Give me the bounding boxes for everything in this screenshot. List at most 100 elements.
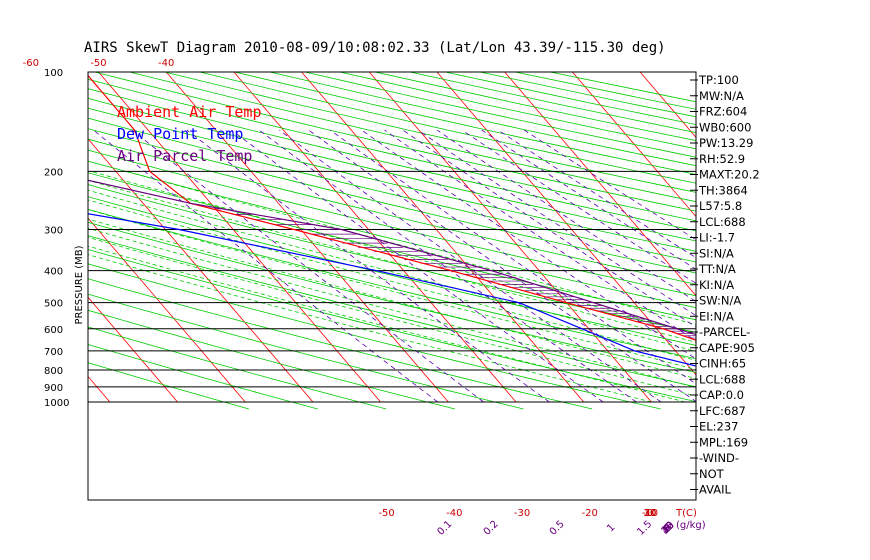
index-label: LI:-1.7 <box>699 231 735 245</box>
index-label: CAPE:905 <box>699 341 755 355</box>
mixing-ratio-line <box>497 129 696 259</box>
bottom-temp-tick: 10 <box>644 508 657 519</box>
bottom-temp-tick: 30 <box>644 508 657 519</box>
pressure-tick: 600 <box>44 325 63 336</box>
dry-adiabat <box>88 97 696 242</box>
dry-adiabat <box>88 78 696 222</box>
dry-adiabat <box>129 72 696 203</box>
dry-adiabat <box>88 172 696 321</box>
dry-adiabat <box>88 88 696 232</box>
index-label: LFC:687 <box>699 404 746 418</box>
moist-adiabat <box>125 170 696 326</box>
isotherm-line <box>572 72 696 218</box>
dew-point-templine <box>88 213 696 367</box>
index-label: LCL:688 <box>699 215 746 229</box>
dry-adiabat <box>88 149 696 297</box>
dry-adiabat <box>88 309 455 410</box>
isotherm-line <box>165 72 449 403</box>
index-label: MPL:169 <box>699 435 748 449</box>
mixing-ratio-tick: 0.1 <box>436 519 455 538</box>
pressure-tick: 800 <box>44 366 63 377</box>
mixing-ratio-line <box>279 129 662 403</box>
dry-adiabat <box>88 117 696 263</box>
mixing-ratio-line <box>402 129 696 328</box>
top-temperature-ticks: -120-110-100-90-80-70-60-50-40 <box>23 58 175 69</box>
plot-frame <box>87 71 697 501</box>
dry-adiabat <box>234 72 696 175</box>
bottom-temp-tick: -40 <box>446 508 462 519</box>
isotherm-line <box>0 72 42 402</box>
legend-entry: Ambient Air Temp <box>117 103 262 121</box>
dry-adiabat <box>88 293 524 410</box>
dry-adiabat <box>88 196 696 346</box>
isotherm-line <box>368 72 652 403</box>
isotherm-line <box>301 72 585 403</box>
mixing-ratio-tick: 40 <box>660 520 677 537</box>
pressure-tick: 900 <box>44 383 63 394</box>
dry-adiabat <box>88 208 696 360</box>
dry-adiabat <box>88 249 696 403</box>
pressure-tick: 300 <box>44 225 63 236</box>
dry-adiabat <box>88 362 250 410</box>
air-parcel-templine <box>88 179 696 336</box>
bottom-temp-tick: -30 <box>514 508 530 519</box>
mixing-ratio-line <box>436 129 696 303</box>
top-temp-tick: -40 <box>158 58 174 69</box>
isotherm-line <box>776 72 870 402</box>
dry-adiabat <box>94 72 696 212</box>
isotherm-line <box>88 296 178 403</box>
index-label: MW:N/A <box>699 89 744 103</box>
pressure-tick: 500 <box>44 299 63 310</box>
dry-adiabat <box>88 344 318 410</box>
index-label: LCL:688 <box>699 372 746 386</box>
isobar-lines <box>88 170 696 403</box>
pressure-tick: 700 <box>44 347 63 358</box>
bottom-temp-tick: -20 <box>582 508 598 519</box>
dry-adiabat <box>88 278 593 410</box>
mixing-ratio-tick: 1.5 <box>635 519 654 538</box>
mixing-ratio-line <box>186 129 550 403</box>
index-label: TP:100 <box>698 73 739 87</box>
chart-title: AIRS SkewT Diagram 2010-08-09/10:08:02.3… <box>84 40 666 56</box>
mixing-ratio-line <box>131 129 484 403</box>
dry-adiabat <box>88 128 696 274</box>
index-label: RH:52.9 <box>699 152 745 166</box>
mixing-ratio-line <box>481 129 696 270</box>
dry-adiabat <box>304 72 696 158</box>
mixing-ratio-line <box>308 129 696 402</box>
bottom-temp-tick: 20 <box>644 508 657 519</box>
index-label: NOT <box>699 467 725 481</box>
legend-entry: Dew Point Temp <box>117 125 243 143</box>
isotherm-line <box>639 72 696 138</box>
background-grid <box>0 72 870 410</box>
mixing-ratio-line <box>231 129 604 403</box>
mixing-ratio-line <box>417 129 696 317</box>
dry-adiabat <box>88 263 661 410</box>
moist-adiabat <box>88 236 696 397</box>
pressure-tick: 200 <box>44 167 63 178</box>
index-label: -PARCEL- <box>699 325 750 339</box>
index-label: SW:N/A <box>699 294 741 308</box>
ambient-air-templine <box>88 74 696 341</box>
dry-adiabat <box>88 326 387 410</box>
index-label: WB0:600 <box>699 120 751 134</box>
index-label: FRZ:604 <box>699 105 747 119</box>
index-label: SI:N/A <box>699 246 734 260</box>
index-label: PW:13.29 <box>699 136 753 150</box>
moist-adiabat <box>88 179 696 343</box>
dry-adiabat <box>479 72 696 118</box>
index-label: -WIND- <box>699 451 739 465</box>
pressure-ticks: 100 200 300 400 500 600 700 800 900 1000 <box>44 68 69 409</box>
mixing-ratio-tick: 1 <box>605 522 617 534</box>
legend-entry: Air Parcel Temp <box>117 147 252 165</box>
mixing-ratio-line <box>384 129 696 342</box>
bottom-temp-tick: 0 <box>647 508 653 519</box>
top-temp-tick: -60 <box>23 58 39 69</box>
moist-adiabat <box>88 209 696 370</box>
mixing-ratio-unit: (g/kg) <box>676 520 706 531</box>
mixing-ratio-line <box>329 129 696 385</box>
